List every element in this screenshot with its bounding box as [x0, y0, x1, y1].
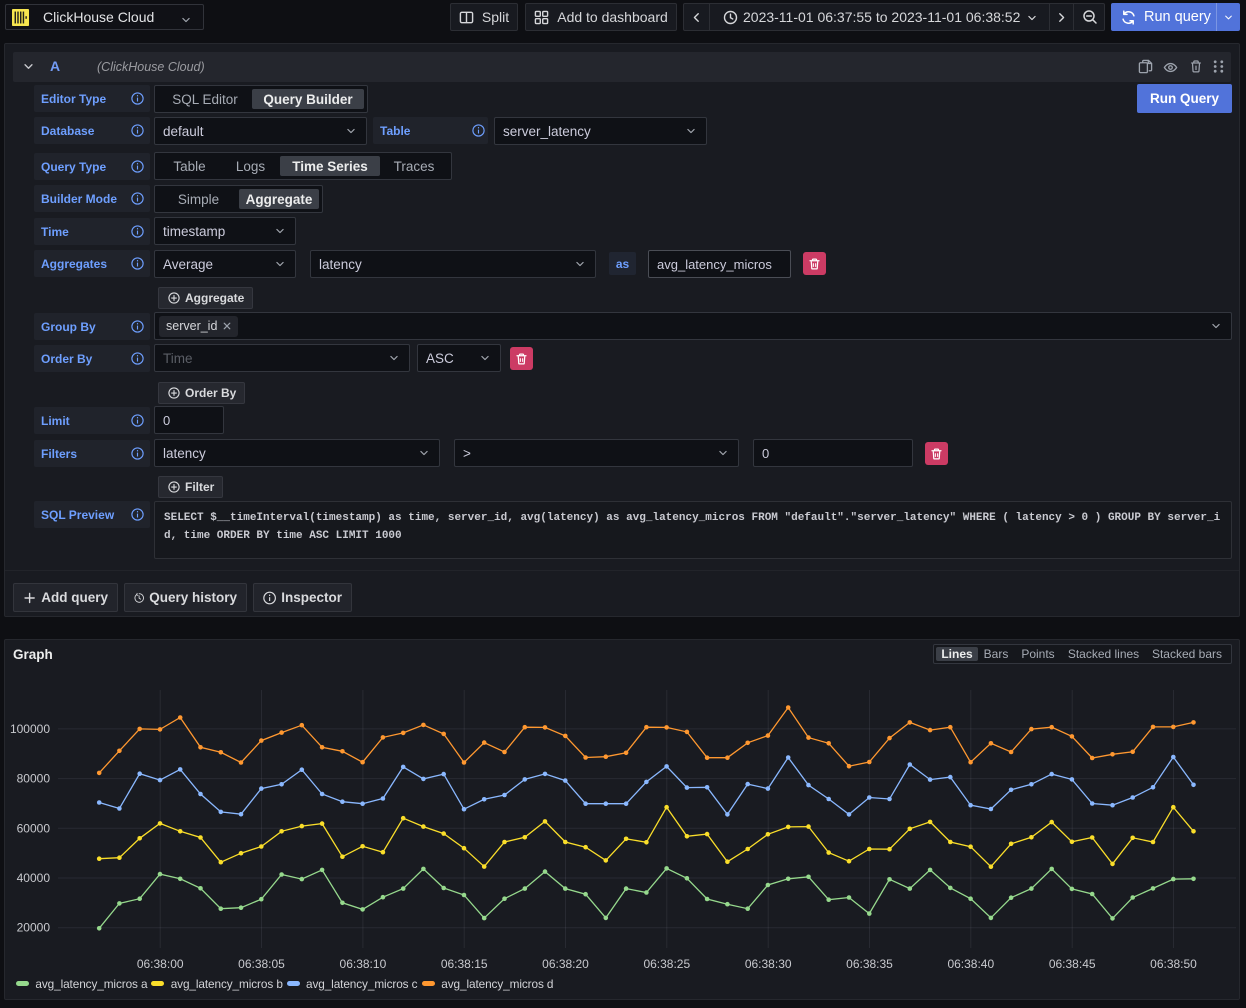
- svg-text:06:38:20: 06:38:20: [542, 957, 589, 971]
- svg-text:06:38:50: 06:38:50: [1150, 957, 1197, 971]
- svg-text:06:38:00: 06:38:00: [137, 957, 184, 971]
- svg-text:06:38:30: 06:38:30: [745, 957, 792, 971]
- svg-text:06:38:40: 06:38:40: [947, 957, 994, 971]
- svg-text:80000: 80000: [17, 772, 51, 786]
- svg-text:06:38:35: 06:38:35: [846, 957, 893, 971]
- svg-text:06:38:15: 06:38:15: [441, 957, 488, 971]
- svg-text:06:38:25: 06:38:25: [643, 957, 690, 971]
- svg-text:60000: 60000: [17, 821, 51, 835]
- svg-text:40000: 40000: [17, 871, 51, 885]
- svg-text:100000: 100000: [10, 722, 50, 736]
- svg-text:20000: 20000: [17, 921, 51, 935]
- svg-text:06:38:45: 06:38:45: [1049, 957, 1096, 971]
- svg-text:06:38:05: 06:38:05: [238, 957, 285, 971]
- svg-text:06:38:10: 06:38:10: [340, 957, 387, 971]
